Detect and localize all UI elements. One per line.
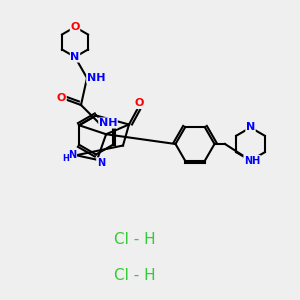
Text: N: N (246, 122, 255, 133)
Text: H: H (62, 154, 69, 163)
Text: O: O (135, 98, 144, 109)
Text: N: N (97, 158, 105, 168)
Text: O: O (70, 22, 80, 32)
Text: N: N (68, 150, 76, 160)
Text: NH: NH (99, 118, 117, 128)
Text: Cl - H: Cl - H (114, 268, 156, 284)
Text: O: O (57, 92, 66, 103)
Text: NH: NH (87, 73, 105, 83)
Text: NH: NH (244, 155, 260, 166)
Text: N: N (70, 52, 80, 62)
Text: Cl - H: Cl - H (114, 232, 156, 247)
